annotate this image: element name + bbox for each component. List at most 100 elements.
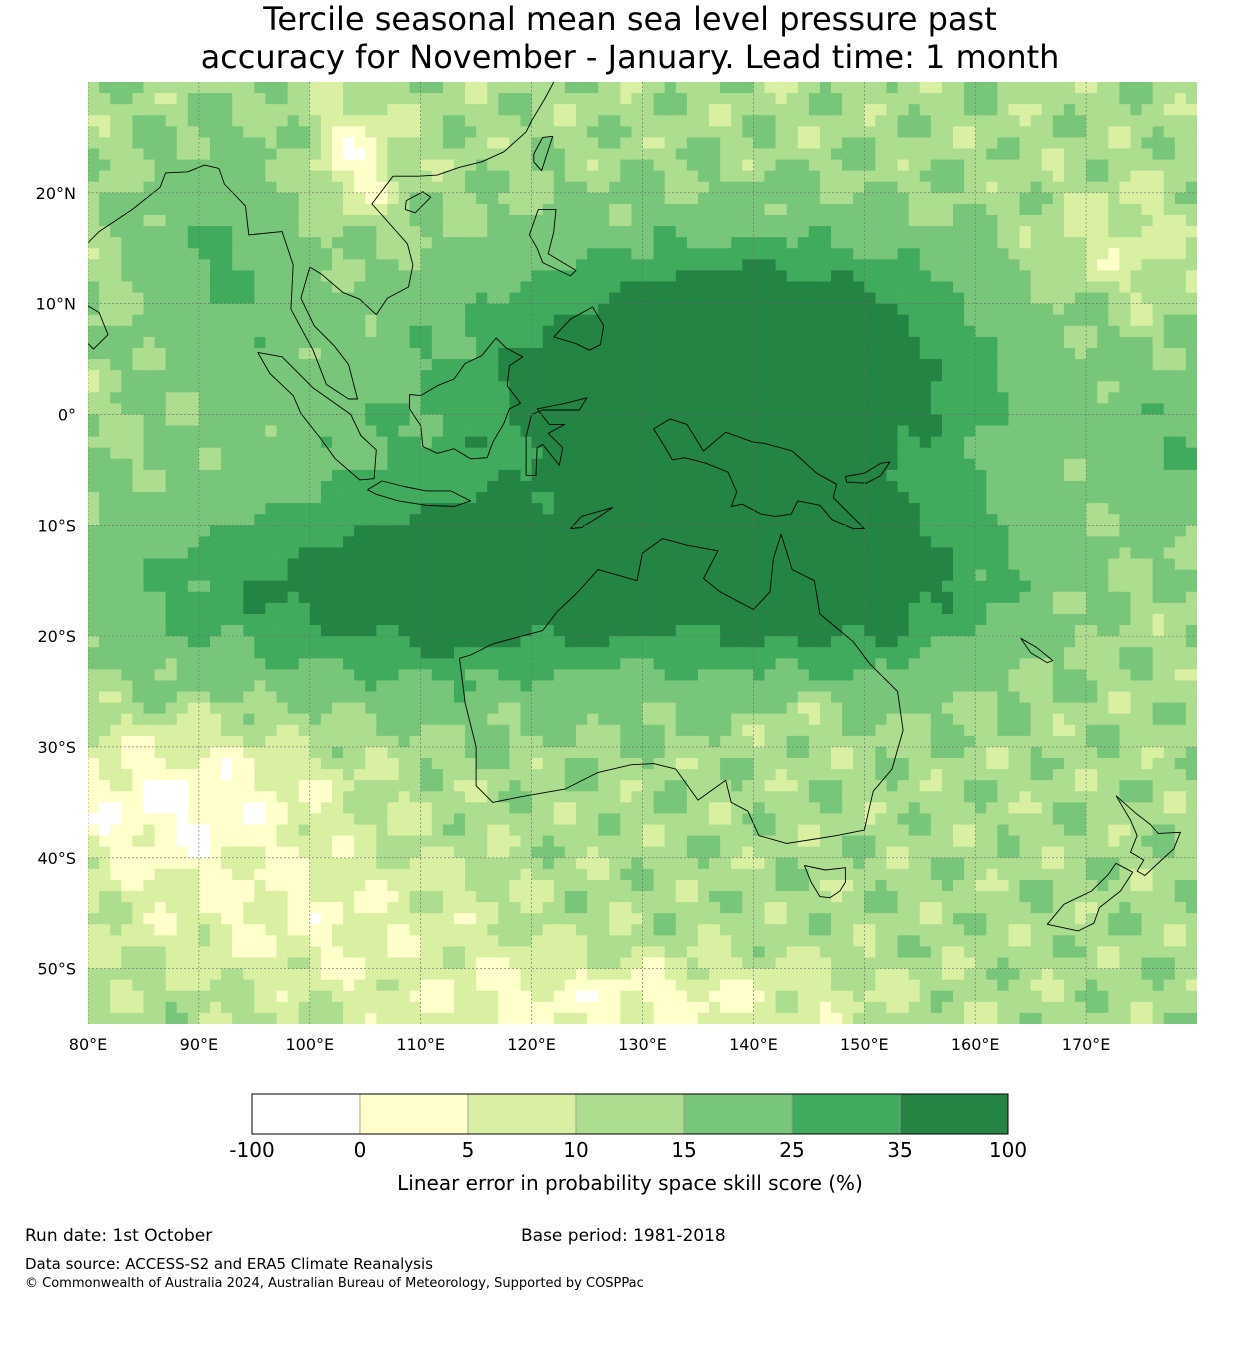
field-cell [864, 547, 876, 559]
field-cell [298, 192, 311, 205]
field-cell [165, 425, 178, 438]
field-cell [88, 480, 100, 493]
field-cell [964, 381, 976, 393]
field-cell [975, 214, 987, 227]
field-cell [964, 82, 976, 94]
field-cell [187, 303, 200, 316]
field-cell [398, 203, 411, 216]
field-cell [941, 237, 954, 249]
field-cell [1086, 503, 1098, 515]
field-cell [121, 381, 133, 393]
field-cell [254, 392, 266, 404]
field-cell [1174, 514, 1187, 526]
field-cell [786, 93, 799, 105]
field-cell [853, 115, 865, 127]
field-cell [930, 192, 943, 205]
field-cell [953, 292, 965, 305]
field-cell [154, 447, 167, 460]
field-cell [764, 447, 776, 460]
field-cell [564, 359, 577, 371]
field-cell [476, 126, 488, 138]
field-cell [198, 492, 211, 504]
field-cell [731, 558, 743, 571]
field-cell [853, 104, 865, 116]
field-cell [720, 536, 732, 548]
field-cell [476, 436, 488, 449]
field-cell [631, 392, 643, 404]
field-cell [808, 270, 821, 282]
field-cell [542, 226, 555, 238]
field-cell [387, 336, 399, 349]
field-cell [542, 370, 555, 382]
field-cell [354, 303, 366, 316]
field-cell [731, 547, 743, 559]
field-cell [819, 359, 832, 371]
field-cell [1030, 292, 1043, 305]
field-cell [564, 126, 577, 138]
field-cell [886, 392, 898, 404]
field-cell [420, 580, 433, 593]
field-cell [1063, 126, 1076, 138]
field-cell [775, 503, 788, 515]
field-cell [232, 558, 244, 571]
field-cell [964, 248, 976, 260]
field-cell [1119, 325, 1131, 338]
field-cell [1141, 403, 1154, 415]
field-cell [919, 613, 932, 626]
field-cell [509, 492, 521, 504]
field-cell [675, 237, 688, 249]
field-cell [376, 148, 388, 160]
field-cell [664, 503, 677, 515]
field-cell [1019, 126, 1032, 138]
field-cell [1030, 458, 1043, 471]
field-cell [786, 370, 799, 382]
field-cell [864, 104, 876, 116]
field-cell [1097, 425, 1109, 438]
field-cell [720, 181, 732, 194]
field-cell [221, 248, 233, 260]
field-cell [1163, 270, 1176, 282]
field-cell [642, 237, 654, 249]
field-cell [254, 214, 266, 227]
field-cell [110, 259, 122, 271]
field-cell [964, 403, 976, 415]
field-cell [542, 558, 555, 571]
field-cell [564, 336, 577, 349]
field-cell [686, 347, 699, 360]
field-cell [1141, 104, 1154, 116]
field-cell [88, 458, 100, 471]
field-cell [165, 547, 178, 559]
field-cell [886, 469, 898, 482]
field-cell [731, 403, 743, 415]
field-cell [354, 591, 366, 604]
field-cell [553, 336, 566, 349]
field-cell [997, 414, 1009, 426]
field-cell [309, 503, 322, 515]
field-cell [764, 347, 776, 360]
field-cell [376, 248, 388, 260]
field-cell [320, 591, 333, 604]
field-cell [143, 492, 155, 504]
field-cell [975, 137, 987, 149]
field-cell [1041, 137, 1054, 149]
field-cell [387, 104, 399, 116]
field-cell [132, 214, 144, 227]
field-cell [1086, 480, 1098, 493]
field-cell [442, 192, 455, 205]
field-cell [1063, 270, 1076, 282]
field-cell [442, 226, 455, 238]
field-cell [453, 82, 466, 94]
field-cell [243, 214, 255, 227]
field-cell [487, 425, 499, 438]
field-cell [1052, 392, 1065, 404]
field-cell [720, 259, 732, 271]
field-cell [864, 580, 876, 593]
field-cell [343, 425, 355, 438]
field-cell [276, 447, 289, 460]
field-cell [232, 214, 244, 227]
field-cell [1086, 547, 1098, 559]
field-cell [786, 248, 799, 260]
field-cell [1119, 425, 1131, 438]
field-cell [431, 248, 444, 260]
